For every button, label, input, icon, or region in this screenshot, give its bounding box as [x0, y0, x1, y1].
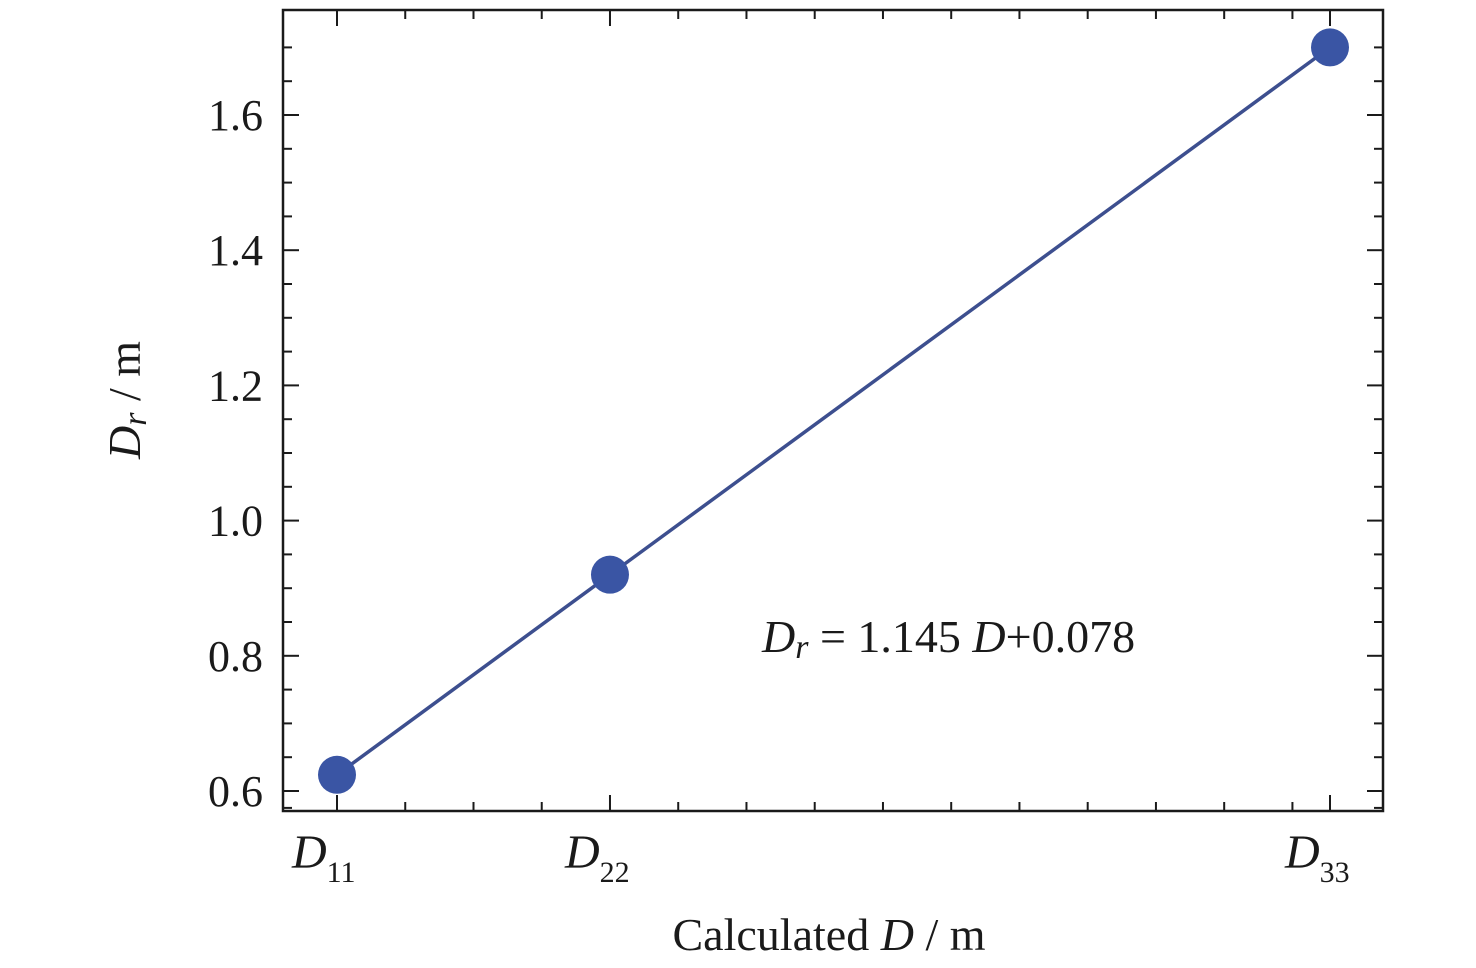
- labels: 0.6 0.8 1.0 1.2 1.4 1.6 D11 D22 D33 Dr = 1.145 D+…: [99, 91, 1350, 960]
- x-axis-label: Calculated D / m: [673, 909, 986, 960]
- y-tick-label: 1.4: [208, 226, 263, 275]
- x-tick-label: D33: [1284, 826, 1350, 889]
- y-tick-label: 0.8: [208, 632, 263, 681]
- series-line: [335, 45, 1332, 777]
- x-tick-label: D11: [291, 826, 356, 889]
- data-point: [1311, 28, 1349, 67]
- y-tick-label: 0.6: [208, 767, 263, 816]
- data-point: [590, 555, 629, 594]
- axes: [281, 8, 1385, 813]
- data-point: [318, 755, 356, 794]
- y-tick-label: 1.2: [208, 361, 263, 410]
- series: [318, 28, 1349, 794]
- y-tick-label: 1.6: [208, 91, 263, 140]
- x-tick-label: D22: [564, 826, 630, 889]
- plot-frame: [281, 8, 1385, 813]
- y-tick-label: 1.0: [208, 497, 263, 546]
- equation-annotation: Dr = 1.145 D+0.078: [761, 611, 1135, 666]
- y-axis-label: Dr / m: [99, 341, 154, 460]
